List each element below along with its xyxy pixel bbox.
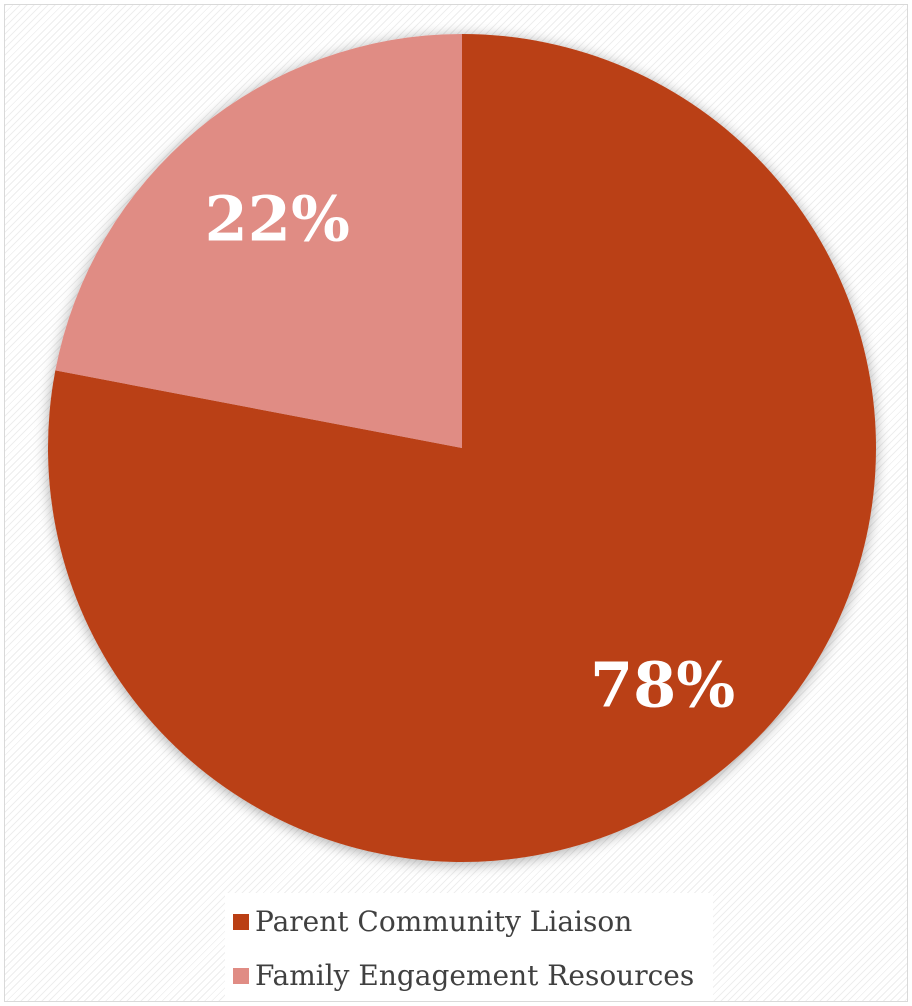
pie-slices (48, 34, 877, 862)
legend-label: Parent Community Liaison (255, 905, 633, 938)
data-label: 78% (590, 648, 735, 721)
legend: Parent Community Liaison Family Engageme… (225, 893, 713, 1001)
legend-swatch (233, 913, 249, 930)
legend-item-parent-community-liaison: Parent Community Liaison (233, 905, 632, 938)
pie-slice-family-engagement-resources (55, 34, 463, 448)
pie-chart: 78% 22% (48, 34, 877, 862)
legend-label: Family Engagement Resources (255, 959, 695, 992)
pie-data-labels: 78% 22% (205, 183, 735, 722)
chart-area: 78% 22% Parent Community Liaison Family E… (4, 4, 908, 1002)
data-label: 22% (205, 183, 350, 256)
legend-item-family-engagement-resources: Family Engagement Resources (233, 959, 694, 992)
legend-swatch (233, 967, 249, 984)
